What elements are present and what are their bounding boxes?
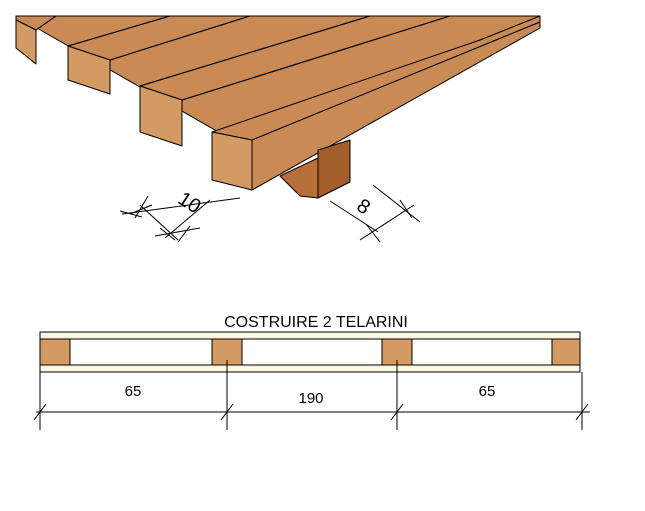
top-board: [39, 331, 581, 340]
dimension-block-width: [329, 184, 421, 243]
isometric-slats-view: [15, 15, 541, 199]
support-block: [279, 139, 351, 199]
slat-1: [15, 15, 57, 65]
slat-edge: [67, 15, 171, 47]
dim-middle-label: 190: [298, 390, 323, 407]
section-title: COSTRUIRE 2 TELARINI: [224, 314, 408, 331]
dim-left-label: 65: [125, 383, 142, 400]
block-4: [551, 338, 581, 366]
block-1: [39, 338, 71, 366]
dim-block-width-label: 8: [353, 195, 374, 220]
slat-2: [67, 15, 251, 95]
section-dimension-chain: [33, 360, 590, 430]
slat-3: [139, 15, 451, 147]
slat-edge: [139, 15, 371, 87]
dimension-board-width: [119, 195, 241, 243]
pallet-section: [39, 331, 581, 373]
bottom-board: [39, 364, 581, 373]
dim-board-width-label: 10: [174, 188, 205, 219]
dim-right-label: 65: [479, 383, 496, 400]
slat-edge: [35, 15, 57, 31]
